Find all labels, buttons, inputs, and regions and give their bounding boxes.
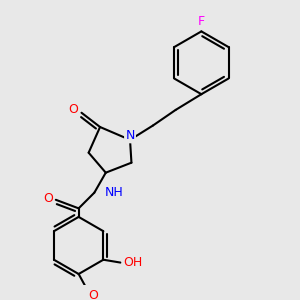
Text: F: F [198, 15, 205, 28]
Text: O: O [69, 103, 78, 116]
Text: O: O [43, 192, 53, 205]
Text: NH: NH [104, 186, 123, 199]
Text: O: O [88, 289, 98, 300]
Text: OH: OH [123, 256, 142, 269]
Text: N: N [125, 129, 135, 142]
